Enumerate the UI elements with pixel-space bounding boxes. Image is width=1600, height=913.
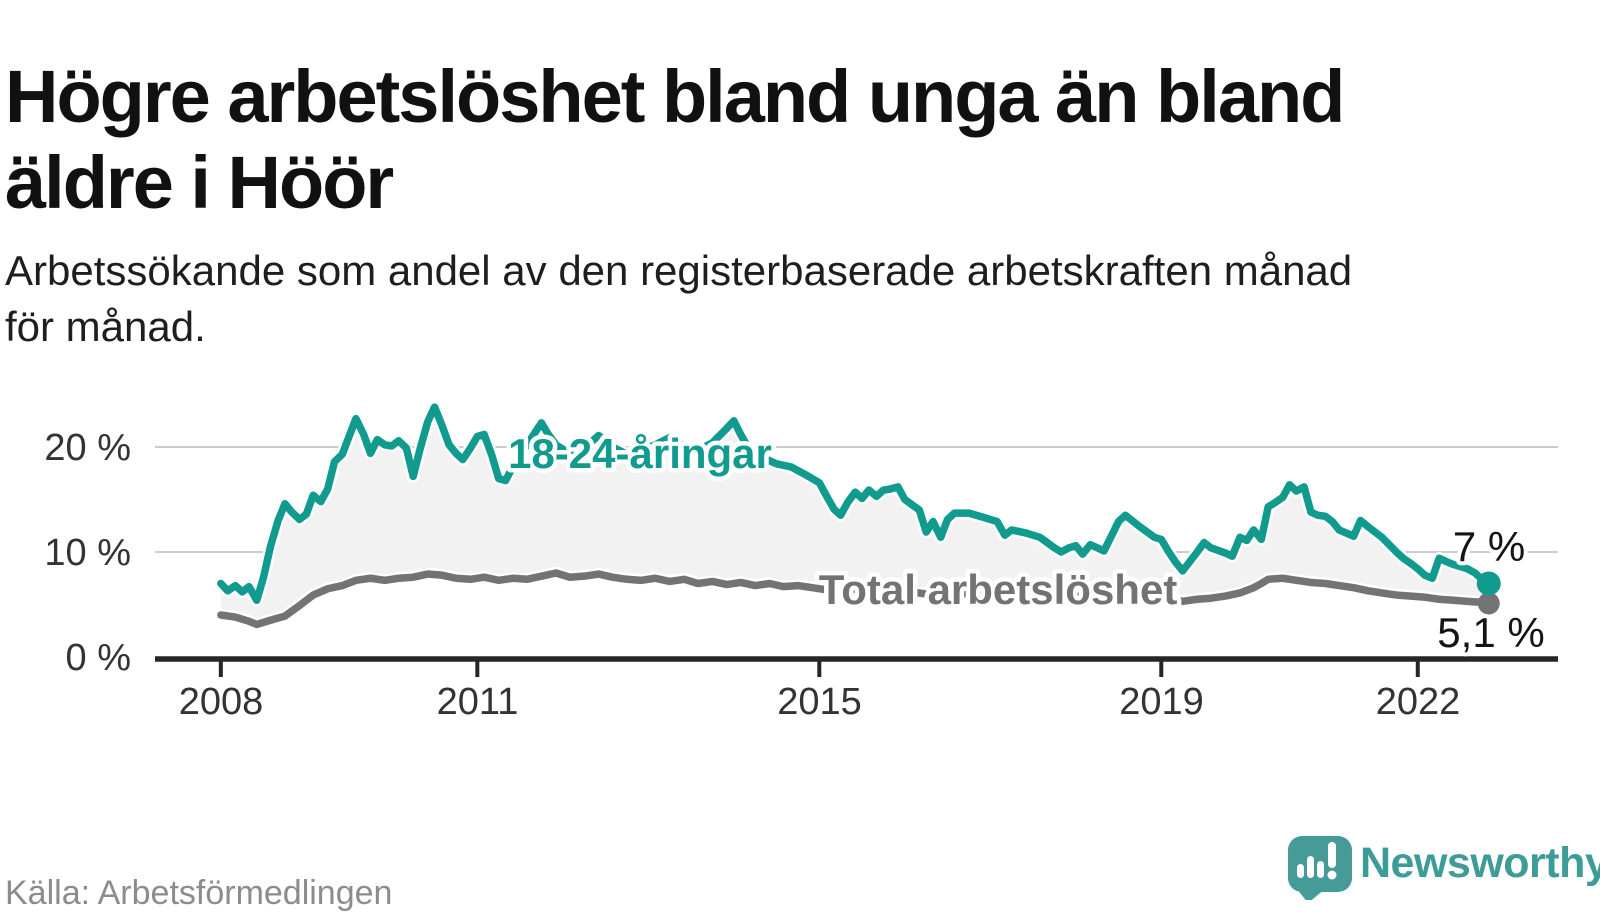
newsworthy-mark-icon — [1288, 836, 1352, 900]
chart-title: Högre arbetslöshet bland unga än bland ä… — [5, 54, 1345, 225]
fill-between-series — [220, 407, 1489, 625]
newsworthy-wordmark: Newsworthy — [1360, 839, 1600, 887]
y-tick-label-0: 0 % — [66, 637, 131, 679]
line-total — [217, 569, 1493, 629]
x-tick-label-2008: 2008 — [179, 681, 264, 723]
end-dot-young — [1476, 571, 1501, 596]
line-young — [217, 403, 1493, 605]
x-axis: 2008 2011 2015 2019 2022 — [179, 681, 1461, 723]
x-tick-label-2022: 2022 — [1376, 681, 1461, 723]
source-note: Källa: Arbetsförmedlingen — [5, 874, 393, 912]
newsworthy-logo: Newsworthy — [1288, 836, 1600, 900]
y-tick-label-10: 10 % — [44, 532, 131, 574]
end-value-label-total: 5,1 % — [1437, 609, 1544, 656]
chart-subtitle: Arbetssökande som andel av den registerb… — [5, 247, 1353, 350]
x-tick-label-2015: 2015 — [777, 681, 862, 723]
series-label-total: Total arbetslöshet — [819, 566, 1178, 613]
end-value-label-young: 7 % — [1453, 523, 1525, 570]
annotations: 18-24-åringar Total arbetslöshet 7 % 5,1… — [504, 426, 1549, 661]
end-dot-total — [1477, 592, 1500, 615]
series-label-young: 18-24-åringar — [508, 430, 772, 477]
x-tick-label-2019: 2019 — [1119, 681, 1204, 723]
y-tick-label-20: 20 % — [44, 427, 131, 469]
plot-area — [155, 400, 1558, 677]
y-axis: 0 % 10 % 20 % — [44, 427, 131, 679]
x-tick-label-2011: 2011 — [437, 681, 519, 723]
